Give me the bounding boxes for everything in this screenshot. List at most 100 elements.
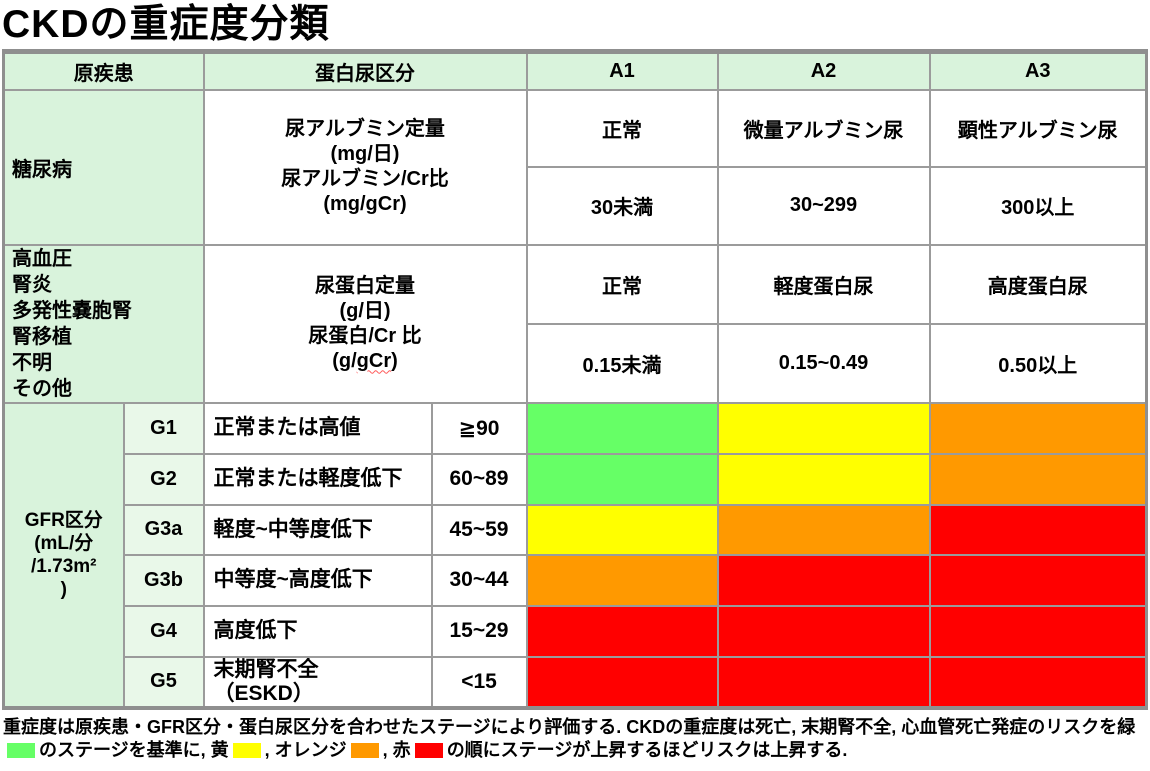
risk-cell-g3a-a1 <box>525 503 719 556</box>
measure-line: 尿アルブミン定量 <box>285 118 445 140</box>
risk-cell-g3b-a1 <box>525 553 719 607</box>
cell-diabetes-a1-category: 正常 <box>525 88 719 168</box>
cell-range-g1: ≧90 <box>430 401 528 455</box>
measure-line: (g/日) <box>339 299 391 322</box>
header-cell-a3: A3 <box>928 50 1148 91</box>
risk-cell-g1-a3 <box>928 401 1148 455</box>
cell-desc-g3b: 中等度~高度低下 <box>202 553 433 607</box>
risk-cell-g1-a1 <box>525 401 719 455</box>
yellow-swatch <box>232 742 261 758</box>
cell-range-g3a: 45~59 <box>430 503 528 556</box>
cell-diabetes-a3-value: 300以上 <box>928 165 1148 246</box>
footnote-seg2: のステージを基準に, 黄 <box>39 739 229 760</box>
risk-cell-g4-a1 <box>525 604 719 658</box>
disease-line: 不明 <box>12 351 52 374</box>
disease-line: その他 <box>12 377 72 400</box>
gfr-row-g3a: G3a 軽度~中等度低下 45~59 <box>4 503 1148 556</box>
cell-range-g5: <15 <box>430 655 528 709</box>
gfr-row-g1: GFR区分 (mL/分 /1.73m² ) G1 正常または高値 ≧90 <box>2 401 1148 709</box>
other-category-row: 高血圧 腎炎 多発性嚢胞腎 腎移植 不明 その他 尿蛋白定量 (g/日) 尿蛋白… <box>2 243 1148 404</box>
header-cell-a2: A2 <box>716 50 931 91</box>
cell-diabetes-a1-value: 30未満 <box>525 165 719 246</box>
footnote-seg3: , オレンジ <box>264 739 347 760</box>
cell-desc-g1: 正常または高値 <box>202 401 433 455</box>
cell-desc-g4: 高度低下 <box>202 604 433 658</box>
cell-other-a1-value: 0.15未満 <box>525 323 719 404</box>
cell-desc-g2: 正常または軽度低下 <box>202 452 433 506</box>
risk-cell-g3b-a3 <box>928 553 1148 607</box>
risk-cell-g4-a3 <box>928 604 1148 658</box>
footnote-seg5: の順にステージが上昇するほどリスクは上昇する. <box>446 739 848 760</box>
measure-line: (mg/日) <box>330 143 400 165</box>
other-value-row: 0.15未満 0.15~0.49 0.50以上 <box>4 323 1148 404</box>
risk-cell-g1-a2 <box>716 401 931 455</box>
cell-range-g2: 60~89 <box>430 452 528 506</box>
gfr-row-g2: G2 正常または軽度低下 60~89 <box>4 452 1148 506</box>
cell-other-a1-category: 正常 <box>525 243 719 325</box>
risk-cell-g2-a1 <box>525 452 719 506</box>
measure-line: (mg/gCr) <box>323 193 407 215</box>
red-swatch <box>414 742 443 758</box>
cell-desc-g3a: 軽度~中等度低下 <box>202 503 433 556</box>
risk-cell-g3b-a2 <box>716 553 931 607</box>
risk-cell-g2-a2 <box>716 452 931 506</box>
disease-line: 多発性嚢胞腎 <box>12 299 132 322</box>
header-cell-proteinuria: 蛋白尿区分 <box>202 50 528 91</box>
footnote-seg4: , 赤 <box>382 739 411 760</box>
cell-grade-g4: G4 <box>122 604 205 658</box>
gfr-label-line: /1.73m² <box>31 555 97 577</box>
diabetes-value-row: 30未満 30~299 300以上 <box>4 165 1148 246</box>
risk-cell-g3a-a3 <box>928 503 1148 556</box>
footnote: 重症度は原疾患・GFR区分・蛋白尿区分を合わせたステージにより評価する. CKD… <box>3 716 1148 762</box>
measure-line: 尿アルブミン/Cr比 <box>281 168 449 190</box>
table-header-row: 原疾患 蛋白尿区分 A1 A2 A3 <box>2 50 1148 91</box>
cell-range-g4: 15~29 <box>430 604 528 658</box>
gfr-row-g5: G5 末期腎不全 （ESKD） <15 <box>4 655 1148 709</box>
cell-disease-other: 高血圧 腎炎 多発性嚢胞腎 腎移植 不明 その他 <box>2 243 205 404</box>
gfr-row-g3b: G3b 中等度~高度低下 30~44 <box>4 553 1148 607</box>
cell-grade-g5: G5 <box>122 655 205 709</box>
page-title: CKDの重症度分類 <box>2 3 330 46</box>
measure-line: 尿蛋白/Cr 比 <box>308 324 422 347</box>
gfr-label-line: ) <box>60 578 67 600</box>
cell-other-a3-category: 高度蛋白尿 <box>928 243 1148 325</box>
gfr-label-line: GFR区分 <box>24 509 103 531</box>
disease-line: 高血圧 <box>12 247 72 270</box>
cell-other-a3-value: 0.50以上 <box>928 323 1148 404</box>
cell-grade-g2: G2 <box>122 452 205 506</box>
cell-diabetes-a3-category: 顕性アルブミン尿 <box>928 88 1148 168</box>
desc-line: 末期腎不全 <box>213 657 319 681</box>
measure-line-post: ) <box>391 349 398 372</box>
cell-grade-g3a: G3a <box>122 503 205 556</box>
cell-grade-g3b: G3b <box>122 553 205 607</box>
cell-gfr-axis-label: GFR区分 (mL/分 /1.73m² ) <box>2 401 125 709</box>
cell-range-g3b: 30~44 <box>430 553 528 607</box>
cell-diabetes-a2-category: 微量アルブミン尿 <box>716 88 931 168</box>
disease-line: 腎移植 <box>12 325 72 348</box>
risk-cell-g5-a1 <box>525 655 719 709</box>
header-cell-disease: 原疾患 <box>2 50 205 91</box>
cell-other-a2-category: 軽度蛋白尿 <box>716 243 931 325</box>
measure-line-gcr: (g/gCr) <box>206 349 525 374</box>
cell-grade-g1: G1 <box>122 401 205 455</box>
ckd-severity-table: 原疾患 蛋白尿区分 A1 A2 A3 糖尿病 尿アルブミン定量 (mg/日) 尿… <box>2 49 1148 710</box>
cell-measure-albumin: 尿アルブミン定量 (mg/日) 尿アルブミン/Cr比 (mg/gCr) <box>202 88 528 246</box>
risk-cell-g4-a2 <box>716 604 931 658</box>
risk-cell-g5-a3 <box>928 655 1148 709</box>
header-cell-a1: A1 <box>525 50 719 91</box>
diabetes-category-row: 糖尿病 尿アルブミン定量 (mg/日) 尿アルブミン/Cr比 (mg/gCr) … <box>2 88 1148 246</box>
risk-cell-g5-a2 <box>716 655 931 709</box>
desc-line: （ESKD） <box>213 681 314 705</box>
measure-line-pre: (g/ <box>332 349 357 372</box>
disease-line: 腎炎 <box>12 273 52 296</box>
cell-disease-diabetes: 糖尿病 <box>2 88 205 246</box>
cell-measure-protein: 尿蛋白定量 (g/日) 尿蛋白/Cr 比 (g/gCr) <box>202 243 528 404</box>
cell-diabetes-a2-value: 30~299 <box>716 165 931 246</box>
footnote-seg1: 重症度は原疾患・GFR区分・蛋白尿区分を合わせたステージにより評価する. CKD… <box>3 716 1136 737</box>
risk-cell-g3a-a2 <box>716 503 931 556</box>
spellcheck-wavy-underline: gCr <box>356 349 392 372</box>
gfr-row-g4: G4 高度低下 15~29 <box>4 604 1148 658</box>
cell-other-a2-value: 0.15~0.49 <box>716 323 931 404</box>
green-swatch <box>7 742 35 758</box>
measure-line: 尿蛋白定量 <box>315 274 415 297</box>
